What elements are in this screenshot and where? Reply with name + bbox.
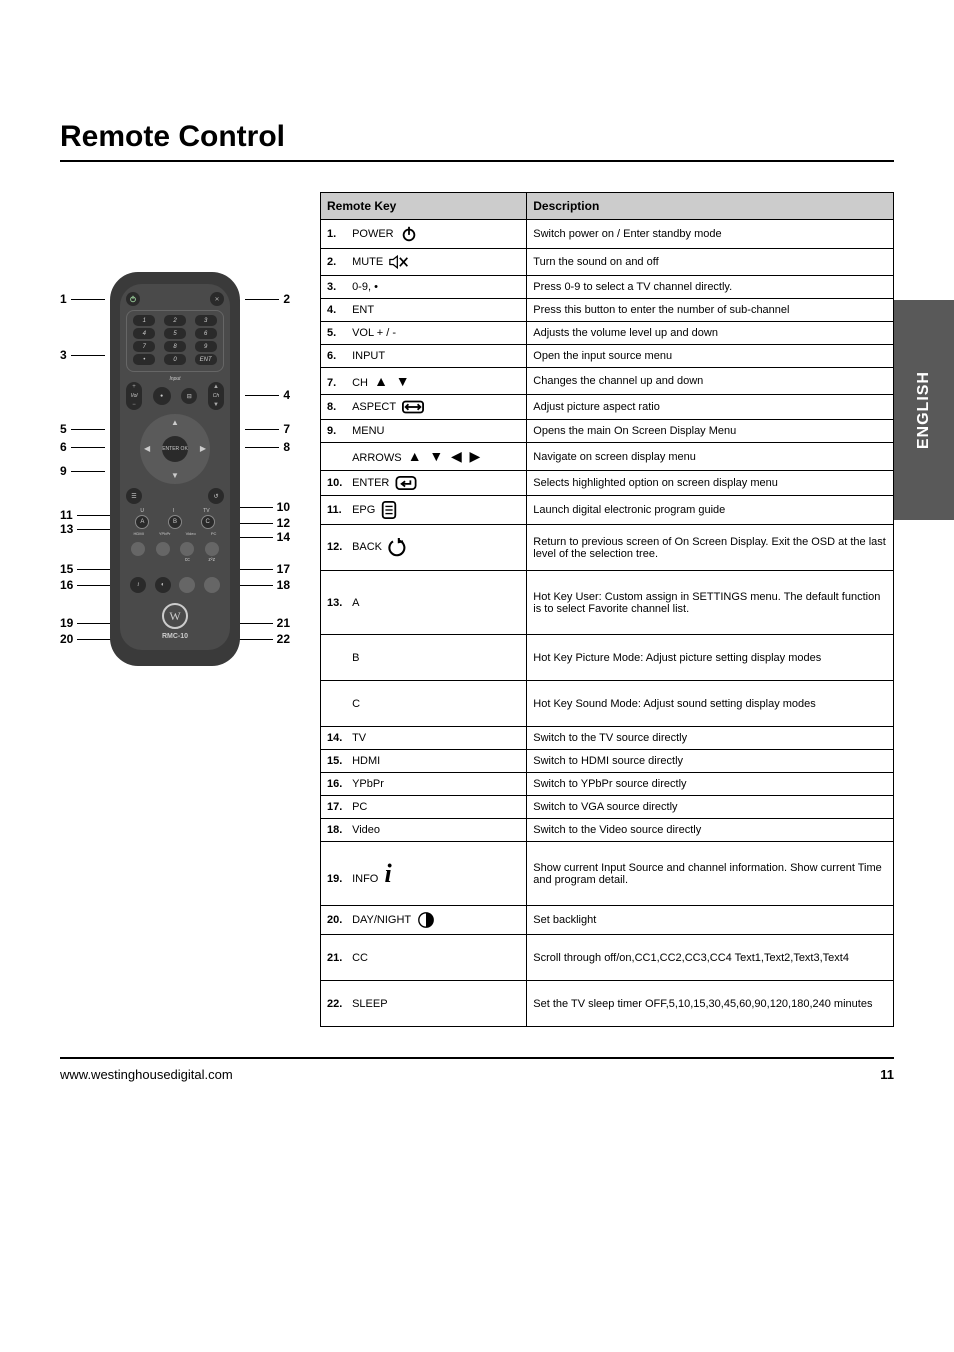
callout-5: 5 bbox=[60, 422, 105, 436]
table-row: 19. INFO iShow current Input Source and … bbox=[321, 842, 894, 906]
vol-rocker: +Vol− bbox=[126, 382, 142, 410]
table-row: 8. ASPECT Adjust picture aspect ratio bbox=[321, 395, 894, 420]
callout-4: 4 bbox=[245, 388, 290, 402]
table-row: 17. PCSwitch to VGA source directly bbox=[321, 796, 894, 819]
ch-rocker: ▲Ch▼ bbox=[208, 382, 224, 410]
table-row: 22. SLEEPSet the TV sleep timer OFF,5,10… bbox=[321, 981, 894, 1027]
callout-7: 7 bbox=[245, 422, 290, 436]
aspect-btn: ⊟ bbox=[181, 388, 197, 404]
table-row: 12. BACK Return to previous screen of On… bbox=[321, 525, 894, 571]
table-row: 6. INPUTOpen the input source menu bbox=[321, 345, 894, 368]
bottom-row: i ◐ bbox=[126, 577, 224, 593]
reference-table: Remote Key Description 1. POWER Switch p… bbox=[320, 192, 894, 1027]
callout-8: 8 bbox=[245, 440, 290, 454]
num-•: • bbox=[133, 354, 155, 365]
table-row: 2. MUTE Turn the sound on and off bbox=[321, 249, 894, 276]
callout-12: 12 bbox=[239, 516, 290, 530]
page-footer: www.westinghousedigital.com 11 bbox=[60, 1067, 894, 1082]
callout-9: 9 bbox=[60, 464, 105, 478]
callout-21: 21 bbox=[239, 616, 290, 630]
epg-btn: ☰ bbox=[126, 488, 142, 504]
source-row bbox=[126, 542, 224, 556]
callout-11: 11 bbox=[60, 508, 111, 522]
callout-19: 19 bbox=[60, 616, 111, 630]
power-btn bbox=[126, 292, 140, 306]
page-title: Remote Control bbox=[60, 120, 894, 154]
title-rule bbox=[60, 160, 894, 162]
table-row: ARROWS ▲ ▼ ◀ ▶Navigate on screen display… bbox=[321, 443, 894, 471]
num-3: 3 bbox=[195, 315, 217, 326]
callout-14: 14 bbox=[239, 530, 290, 544]
table-row: 20. DAY/NIGHT Set backlight bbox=[321, 906, 894, 935]
hotkey-B: B bbox=[168, 515, 182, 529]
page-number: 11 bbox=[880, 1067, 894, 1082]
callout-22: 22 bbox=[239, 632, 290, 646]
num-1: 1 bbox=[133, 315, 155, 326]
table-row: 4. ENTPress this button to enter the num… bbox=[321, 299, 894, 322]
model-label: RMC-10 bbox=[126, 633, 224, 640]
table-row: 15. HDMISwitch to HDMI source directly bbox=[321, 750, 894, 773]
num-8: 8 bbox=[164, 341, 186, 352]
table-row: 11. EPG Launch digital electronic progra… bbox=[321, 496, 894, 525]
input-btn: ● bbox=[153, 387, 171, 405]
table-row: 3. 0-9, •Press 0-9 to select a TV channe… bbox=[321, 276, 894, 299]
callout-17: 17 bbox=[239, 562, 290, 576]
table-row: 9. MENUOpens the main On Screen Display … bbox=[321, 420, 894, 443]
remote-diagram: 13569111315161920 247810121417182122 ✕ 1… bbox=[60, 272, 290, 666]
callout-13: 13 bbox=[60, 522, 111, 536]
table-row: 21. CCScroll through off/on,CC1,CC2,CC3,… bbox=[321, 935, 894, 981]
num-4: 4 bbox=[133, 328, 155, 339]
brand-logo: W bbox=[162, 603, 188, 629]
callout-1: 1 bbox=[60, 292, 105, 306]
callout-3: 3 bbox=[60, 348, 105, 362]
num-0: 0 bbox=[164, 354, 186, 365]
callout-20: 20 bbox=[60, 632, 111, 646]
num-9: 9 bbox=[195, 341, 217, 352]
th-desc: Description bbox=[527, 193, 894, 220]
callout-2: 2 bbox=[245, 292, 290, 306]
hotkey-C: C bbox=[201, 515, 215, 529]
th-key: Remote Key bbox=[321, 193, 527, 220]
num-7: 7 bbox=[133, 341, 155, 352]
remote-body: ✕ 123456789•0ENT Input +Vol− ● ⊟ ▲Ch▼ ▲ bbox=[110, 272, 240, 666]
back-btn: ↺ bbox=[208, 488, 224, 504]
language-tab: ENGLISH bbox=[894, 300, 954, 520]
mute-btn: ✕ bbox=[210, 292, 224, 306]
table-row: 5. VOL + / -Adjusts the volume level up … bbox=[321, 322, 894, 345]
callout-15: 15 bbox=[60, 562, 111, 576]
callout-16: 16 bbox=[60, 578, 111, 592]
dpad: ▲ ▼ ◀ ▶ ENTER OK bbox=[140, 414, 210, 484]
table-row: 14. TVSwitch to the TV source directly bbox=[321, 727, 894, 750]
table-row: 10. ENTER Selects highlighted option on … bbox=[321, 471, 894, 496]
numpad: 123 456 789 • 0 ENT bbox=[126, 310, 224, 372]
table-row: 1. POWER Switch power on / Enter standby… bbox=[321, 220, 894, 249]
table-row: BHot Key Picture Mode: Adjust picture se… bbox=[321, 635, 894, 681]
callout-6: 6 bbox=[60, 440, 105, 454]
num-ENT: ENT bbox=[195, 354, 217, 365]
table-row: 7. CH ▲ ▼Changes the channel up and down bbox=[321, 368, 894, 395]
table-row: 13. AHot Key User: Custom assign in SETT… bbox=[321, 571, 894, 635]
num-2: 2 bbox=[164, 315, 186, 326]
num-6: 6 bbox=[195, 328, 217, 339]
table-row: 18. VideoSwitch to the Video source dire… bbox=[321, 819, 894, 842]
footer-url: www.westinghousedigital.com bbox=[60, 1067, 233, 1082]
callout-10: 10 bbox=[239, 500, 290, 514]
num-5: 5 bbox=[164, 328, 186, 339]
footer-rule bbox=[60, 1057, 894, 1059]
callout-18: 18 bbox=[239, 578, 290, 592]
hotkey-A: A bbox=[135, 515, 149, 529]
table-row: 16. YPbPrSwitch to YPbPr source directly bbox=[321, 773, 894, 796]
table-row: CHot Key Sound Mode: Adjust sound settin… bbox=[321, 681, 894, 727]
